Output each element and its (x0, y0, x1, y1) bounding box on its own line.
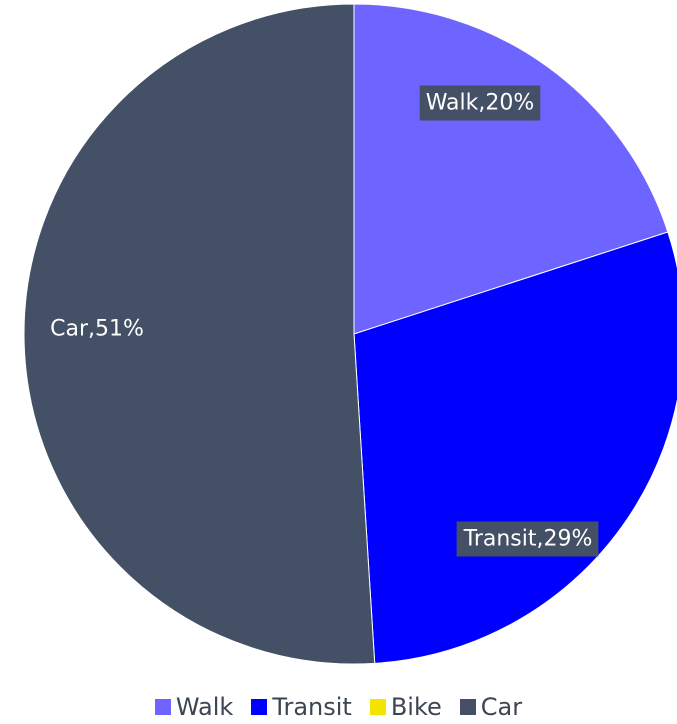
data-label-text-walk: Walk,20% (426, 91, 535, 116)
legend-label-walk: Walk (175, 693, 234, 721)
legend-item-bike[interactable]: Bike (369, 693, 442, 721)
legend-swatch-walk (154, 699, 171, 715)
pie-plot-area: Walk,20% Transit,29% Car,51% (23, 3, 677, 665)
legend-label-bike: Bike (390, 693, 442, 721)
data-label-walk: Walk,20% (419, 85, 541, 121)
legend-item-walk[interactable]: Walk (154, 693, 234, 721)
legend-swatch-transit (251, 699, 268, 715)
data-label-box-car (44, 311, 150, 347)
data-label-transit: Transit,29% (456, 521, 599, 557)
legend-swatch-bike (369, 699, 386, 715)
legend-item-car[interactable]: Car (459, 693, 523, 721)
data-label-car: Car,51% (44, 311, 150, 347)
chart-legend: Walk Transit Bike Car (0, 690, 677, 724)
legend-swatch-car (459, 699, 476, 715)
pie-slice-car[interactable] (23, 3, 376, 665)
legend-label-car: Car (480, 693, 523, 721)
legend-label-transit: Transit (272, 693, 352, 721)
legend-item-transit[interactable]: Transit (251, 695, 352, 719)
data-label-box-walk (419, 85, 541, 121)
data-label-text-car: Car,51% (50, 317, 144, 342)
data-label-box-transit (456, 521, 599, 557)
data-label-text-transit: Transit,29% (463, 527, 593, 552)
